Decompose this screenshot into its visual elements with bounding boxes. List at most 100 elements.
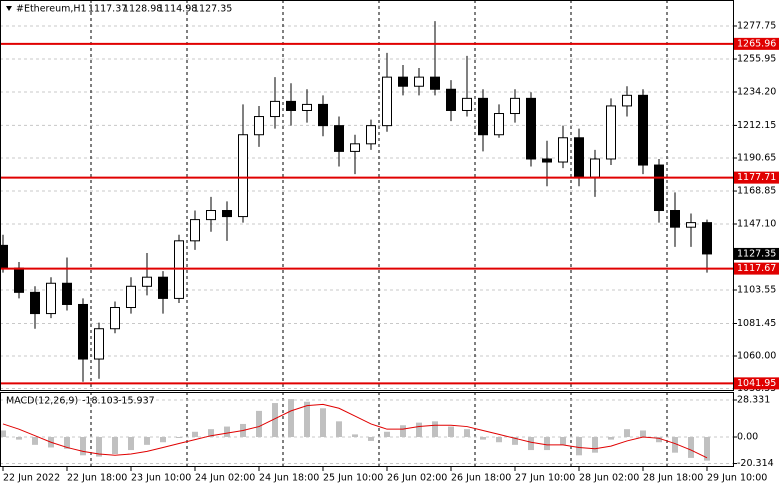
macd-bar [400, 425, 406, 438]
macd-bar [16, 437, 22, 440]
macd-bar [272, 403, 278, 438]
candle-body [542, 158, 552, 163]
macd-bar [160, 437, 166, 443]
y-tick-label: 1277.75 [737, 20, 776, 31]
macd-bar [288, 399, 294, 438]
candle-body [382, 76, 392, 127]
macd-bar [96, 437, 102, 457]
macd-bar [144, 437, 150, 445]
candle-body [94, 328, 104, 360]
candle-body [62, 282, 72, 305]
x-tick-label: 26 Jun 18:00 [451, 473, 511, 484]
candle-body [558, 137, 568, 163]
x-tick-label: 27 Jun 10:00 [515, 473, 575, 484]
candle-body [190, 219, 200, 242]
macd-bar [432, 421, 438, 438]
candle-body [14, 267, 24, 293]
macd-bar [304, 401, 310, 438]
axes: 1277.75 1255.95 1234.20 1212.15 1190.65 1168.… [2, 20, 779, 484]
candle-body [110, 307, 120, 330]
header-low: 1114.98 [158, 4, 197, 15]
macd-bar [576, 437, 582, 456]
candle-body [238, 134, 248, 218]
macd-bar [480, 437, 486, 440]
macd-bar [656, 437, 662, 443]
candle-body [638, 94, 648, 166]
level-label: 1117.67 [737, 263, 776, 274]
candle-body [590, 158, 600, 178]
price-label: 1127.35 [737, 248, 776, 259]
candle-body [302, 103, 312, 111]
symbol-title: #Ethereum,H1 [16, 4, 87, 15]
macd-bar [256, 410, 262, 438]
candle-body [46, 282, 56, 315]
x-tick-label: 22 Jun 18:00 [67, 473, 127, 484]
macd-bar [528, 437, 534, 451]
level-tag [734, 262, 779, 275]
candle-body [622, 94, 632, 107]
y-tick-label: 1234.20 [737, 86, 776, 97]
candle-body [350, 143, 360, 152]
y-tick-label: 1168.85 [737, 186, 776, 197]
signal-value: -15.937 [118, 396, 155, 407]
macd-bar [624, 429, 630, 438]
macd-bar [176, 437, 182, 439]
y-tick-label: -20.314 [737, 458, 774, 469]
macd-bar [464, 429, 470, 438]
macd-bar [496, 437, 502, 443]
macd-bar [384, 431, 390, 438]
macd-bar [704, 437, 710, 461]
candle-body [158, 276, 168, 299]
candle-body [254, 116, 264, 136]
x-tick-label: 24 Jun 18:00 [259, 473, 319, 484]
y-tick-label: 28.331 [737, 395, 770, 406]
candle-body [366, 125, 376, 145]
candle-body [398, 76, 408, 87]
macd-value: -18.103 [82, 396, 119, 407]
candle-body [222, 210, 232, 218]
candle-body [206, 210, 216, 221]
macd-frame [0, 392, 734, 467]
candle-body [462, 97, 472, 111]
level-tag [734, 171, 779, 184]
macd-bar [192, 431, 198, 438]
candle-body [686, 222, 696, 228]
candle-body [526, 97, 536, 160]
price-tag [734, 247, 779, 260]
macd-bar [416, 422, 422, 438]
candle-body [478, 97, 488, 136]
header-close: 1127.35 [193, 4, 232, 15]
candle-body [574, 137, 584, 178]
candle-body [494, 113, 504, 136]
candle-body [670, 210, 680, 228]
candle-body [78, 303, 88, 360]
macd-bar [448, 426, 454, 438]
macd-bar [64, 437, 70, 449]
candle-body [270, 100, 280, 118]
macd-bar [608, 437, 614, 440]
candle-body [142, 276, 152, 287]
macd-bar [320, 408, 326, 438]
macd-bar [544, 437, 550, 451]
candle-body [334, 125, 344, 152]
macd-bar [208, 429, 214, 438]
y-tick-label: 0.00 [737, 432, 758, 443]
y-tick-label: 1212.15 [737, 120, 776, 131]
level-tag [734, 377, 779, 390]
header-high: 1128.98 [123, 4, 162, 15]
level-label: 1265.96 [737, 38, 776, 49]
price-frame [0, 0, 734, 391]
signal-line [2, 403, 708, 459]
candle-body [30, 291, 40, 315]
level-label: 1041.95 [737, 378, 776, 389]
x-tick-label: 23 Jun 10:00 [131, 473, 191, 484]
macd-title: MACD(12,26,9) [6, 396, 78, 407]
y-tick-label: 1255.95 [737, 54, 776, 65]
header-icon [6, 6, 12, 11]
macd-bar [128, 437, 134, 451]
macd-bar [688, 437, 694, 458]
header-open: 1117.37 [88, 4, 127, 15]
